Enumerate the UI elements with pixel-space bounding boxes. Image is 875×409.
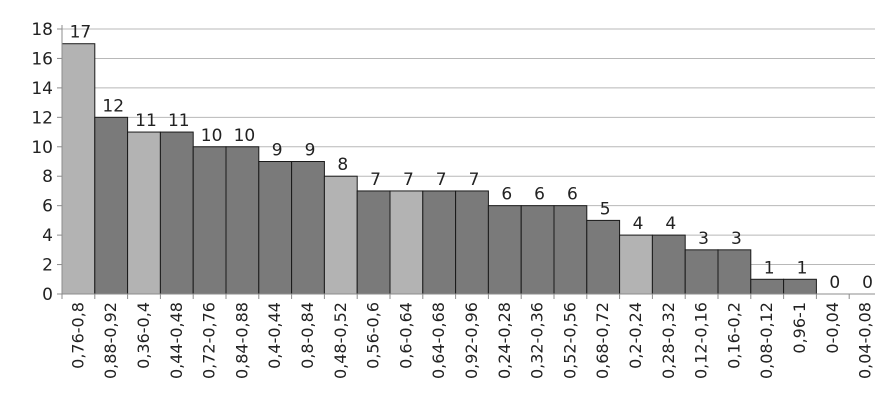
category-label: 0,52-0,56	[560, 302, 579, 379]
data-label: 0	[862, 273, 873, 293]
category-label: 0,24-0,28	[495, 302, 514, 379]
data-label: 11	[168, 111, 190, 131]
bar	[619, 234, 653, 295]
bar	[94, 116, 129, 295]
category-label: 0,16-0,2	[724, 302, 743, 369]
data-label: 4	[633, 214, 644, 234]
y-tick-label: 8	[42, 167, 53, 187]
bar	[422, 190, 457, 295]
bar	[717, 249, 752, 295]
y-tick-label: 10	[31, 138, 53, 158]
data-label: 8	[337, 155, 348, 175]
data-label: 7	[403, 170, 414, 190]
data-label: 6	[567, 185, 578, 205]
data-label: 1	[797, 258, 808, 278]
category-label: 0,32-0,36	[528, 302, 547, 379]
category-label: 0,04-0,08	[856, 302, 875, 379]
data-label: 10	[201, 126, 223, 146]
bar	[553, 205, 588, 295]
data-label: 9	[272, 141, 283, 161]
bar	[487, 205, 522, 295]
category-label: 0,76-0,8	[68, 302, 87, 369]
category-label: 0,72-0,76	[200, 302, 219, 379]
data-label: 1	[764, 258, 775, 278]
bar	[783, 278, 817, 295]
bar	[291, 161, 325, 295]
category-label: 0,28-0,32	[659, 302, 678, 379]
bar	[127, 131, 161, 295]
data-label: 6	[534, 185, 545, 205]
data-label: 7	[370, 170, 381, 190]
bars	[61, 43, 817, 295]
bar	[258, 161, 293, 295]
data-label: 3	[698, 229, 709, 249]
category-label: 0,56-0,6	[364, 302, 383, 369]
bar	[389, 190, 424, 295]
y-tick-labels: 0 2 4 6 8 10 12 14 16 18	[31, 20, 53, 305]
category-label: 0,84-0,88	[232, 302, 251, 379]
bar	[651, 234, 686, 295]
data-label: 3	[731, 229, 742, 249]
data-label: 7	[436, 170, 447, 190]
data-label: 10	[234, 126, 256, 146]
bar	[192, 146, 227, 295]
category-label: 0,4-0,44	[265, 302, 284, 369]
data-label: 6	[501, 185, 512, 205]
bar	[586, 219, 621, 295]
y-tick-label: 6	[42, 197, 53, 217]
bar	[750, 278, 785, 295]
bar	[455, 190, 489, 295]
y-tick-label: 16	[31, 49, 53, 69]
category-label: 0,2-0,24	[626, 302, 645, 369]
bar	[225, 146, 260, 295]
y-tick-label: 0	[42, 285, 53, 305]
data-label: 9	[305, 141, 316, 161]
category-label: 0,8-0,84	[298, 302, 317, 369]
axes	[57, 25, 875, 299]
category-label: 0-0,04	[823, 302, 842, 354]
data-label: 17	[70, 23, 92, 43]
category-label: 0,12-0,16	[692, 302, 711, 379]
category-label: 0,92-0,96	[462, 302, 481, 379]
data-label: 12	[102, 96, 124, 116]
category-label: 0,88-0,92	[101, 302, 120, 379]
category-label: 0,96-1	[790, 302, 809, 354]
data-label: 0	[829, 273, 840, 293]
y-tick-label: 4	[42, 226, 53, 246]
data-label: 4	[665, 214, 676, 234]
y-tick-label: 18	[31, 20, 53, 40]
y-tick-label: 12	[31, 108, 53, 128]
bar	[159, 131, 194, 295]
bar	[61, 43, 96, 295]
category-label: 0,68-0,72	[593, 302, 612, 379]
y-tick-label: 14	[31, 79, 53, 99]
category-label: 0,6-0,64	[396, 302, 415, 369]
category-label: 0,48-0,52	[331, 302, 350, 379]
bar	[520, 205, 555, 295]
y-tick-label: 2	[42, 256, 53, 276]
data-label: 5	[600, 199, 611, 219]
category-labels: 0,76-0,8 0,88-0,92 0,36-0,4 0,44-0,48 0,72-0…	[68, 302, 874, 379]
data-label: 7	[469, 170, 480, 190]
bar	[684, 249, 719, 295]
category-label: 0,36-0,4	[134, 302, 153, 369]
category-label: 0,08-0,12	[757, 302, 776, 379]
category-label: 0,64-0,68	[429, 302, 448, 379]
bar	[356, 190, 391, 295]
bar	[323, 175, 358, 295]
data-label: 11	[135, 111, 157, 131]
category-label: 0,44-0,48	[167, 302, 186, 379]
